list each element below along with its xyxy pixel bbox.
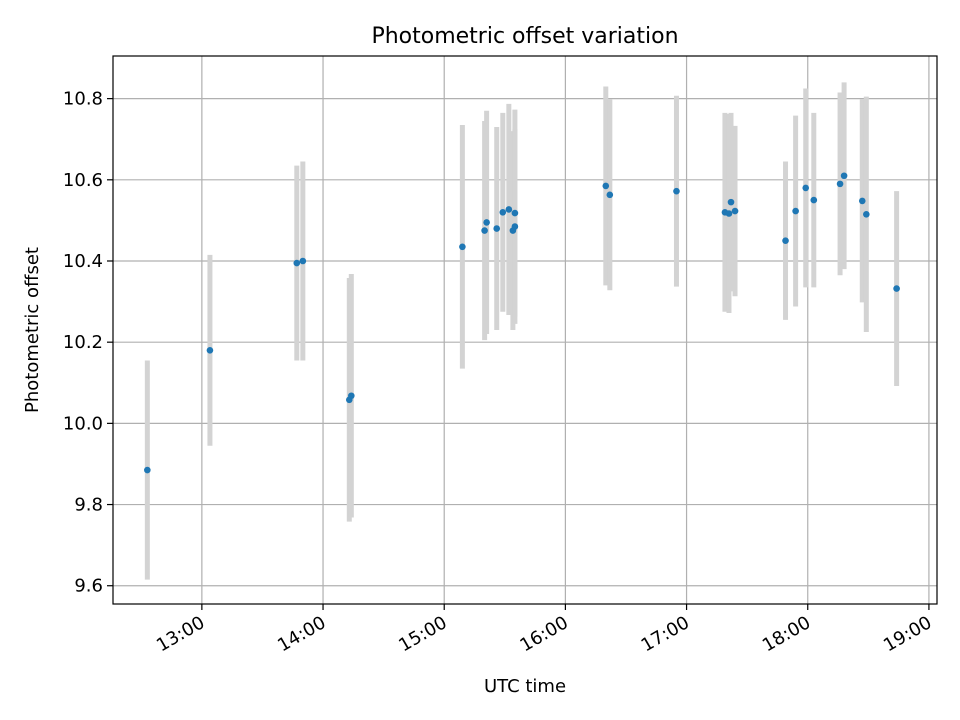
data-point — [802, 184, 810, 192]
data-point — [206, 346, 214, 354]
data-point — [299, 257, 307, 265]
y-axis-label: Photometric offset — [22, 247, 43, 413]
data-point — [348, 392, 355, 400]
y-axis-ticks: 9.6 9.8 10.0 10.2 10.4 10.6 10.8 — [63, 89, 113, 597]
data-point — [144, 466, 151, 474]
data-point — [792, 207, 799, 215]
y-tick-label: 9.6 — [74, 576, 103, 597]
data-point — [606, 191, 614, 199]
data-point — [673, 187, 680, 195]
data-point — [459, 243, 466, 251]
chart-title: Photometric offset variation — [371, 24, 678, 49]
data-point — [836, 180, 844, 188]
data-point — [863, 211, 870, 218]
y-tick-label: 10.8 — [63, 89, 103, 110]
data-point — [511, 223, 519, 230]
data-point — [893, 285, 900, 292]
x-axis-label: UTC time — [484, 676, 566, 697]
data-point — [602, 182, 610, 190]
data-point — [493, 225, 501, 232]
data-point — [810, 196, 818, 204]
data-point — [499, 208, 507, 216]
data-point — [725, 210, 733, 217]
data-point — [505, 206, 513, 213]
data-points — [144, 172, 900, 474]
data-point — [293, 259, 301, 267]
data-point — [481, 227, 488, 234]
y-tick-label: 10.4 — [63, 251, 103, 272]
y-tick-label: 10.6 — [63, 170, 103, 191]
data-point — [858, 197, 866, 205]
y-tick-label: 10.2 — [63, 332, 103, 353]
plot-frame — [112, 55, 938, 605]
data-point — [511, 209, 519, 217]
y-tick-label: 9.8 — [74, 495, 103, 516]
data-point — [727, 198, 735, 206]
data-point — [840, 172, 848, 180]
data-point — [782, 237, 789, 244]
data-point — [483, 219, 490, 226]
y-tick-label: 10.0 — [63, 413, 103, 434]
data-point — [731, 207, 739, 215]
